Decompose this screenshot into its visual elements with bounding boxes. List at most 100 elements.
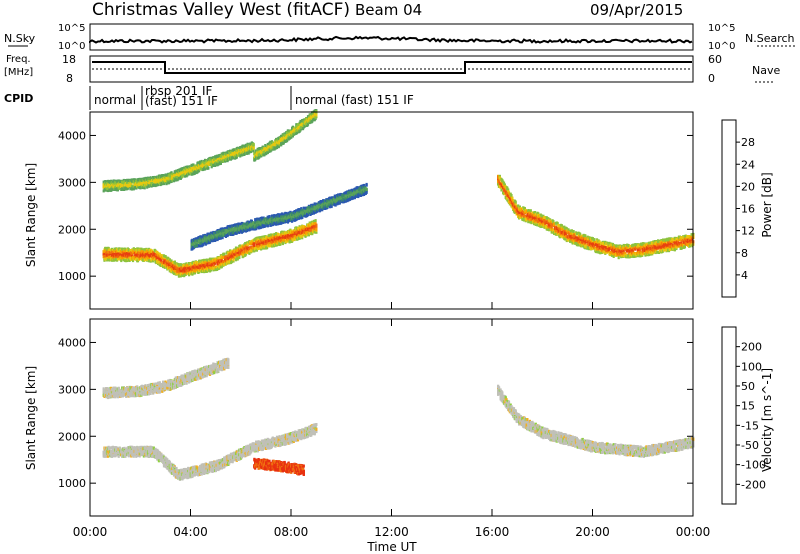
data-cell (273, 232, 276, 236)
data-cell (109, 250, 112, 254)
data-cell (298, 236, 301, 240)
data-cell (260, 242, 264, 246)
data-cell (109, 185, 112, 188)
data-cell (164, 255, 167, 258)
data-cell (159, 261, 162, 265)
data-cell (234, 253, 237, 257)
data-cell (211, 263, 214, 267)
data-cell (119, 253, 122, 257)
data-cell (232, 258, 235, 262)
data-cell (307, 233, 310, 237)
data-cell (170, 171, 173, 175)
data-cell (239, 244, 242, 248)
freq-label-line1: Freq. (6, 54, 31, 65)
data-cell (209, 268, 212, 272)
data-cell (138, 257, 141, 260)
data-cell (179, 274, 182, 278)
data-cell (266, 224, 269, 228)
data-cell (297, 230, 300, 234)
data-cell (203, 265, 207, 269)
data-cell (202, 163, 205, 167)
data-cell (268, 234, 271, 237)
freq-tick-bottom: 8 (66, 72, 73, 85)
data-cell (146, 185, 149, 189)
data-cell (179, 263, 182, 267)
data-cell (283, 238, 286, 242)
data-cell (126, 252, 129, 256)
data-cell (230, 260, 233, 264)
data-cell (124, 247, 127, 251)
cpid-row: CPID normal rbsp 201 IF (fast) 151 IF no… (4, 84, 414, 110)
data-cell (145, 253, 148, 256)
cpid-segment-fast: (fast) 151 IF (145, 94, 218, 108)
data-cell (143, 251, 146, 255)
nave-tick-bottom: 0 (708, 72, 715, 85)
data-cell (199, 265, 202, 269)
data-cell (161, 182, 164, 186)
data-cell (128, 184, 131, 188)
data-cell (196, 268, 199, 272)
data-cell (365, 187, 368, 191)
data-cell (252, 143, 255, 147)
data-cell (165, 182, 168, 186)
data-cell (147, 256, 150, 260)
data-cell (311, 232, 314, 236)
data-cell (173, 261, 176, 265)
data-cell (207, 166, 210, 170)
data-cell (206, 164, 209, 168)
data-cell (315, 223, 318, 227)
data-cell (365, 191, 368, 194)
data-cell (231, 254, 234, 258)
data-cell (150, 177, 153, 181)
data-cell (177, 176, 181, 180)
data-cell (257, 236, 260, 240)
data-cell (152, 259, 155, 263)
data-cell (240, 248, 243, 252)
data-cell (244, 242, 247, 245)
nave-tick-top: 60 (708, 53, 722, 66)
data-cell (314, 219, 317, 223)
nsky-panel: N.Sky 10^5 10^0 10^5 10^0 N.Search (4, 23, 795, 52)
data-cell (298, 226, 301, 230)
data-cell (175, 271, 178, 275)
data-cell (330, 205, 333, 209)
data-cell (165, 259, 168, 263)
data-cell (174, 173, 177, 177)
data-cell (274, 241, 277, 245)
data-cell (189, 267, 192, 271)
data-cell (122, 178, 125, 182)
data-cell (130, 182, 133, 186)
data-cell (246, 244, 249, 248)
data-cell (220, 265, 223, 269)
data-cell (141, 186, 145, 190)
nsearch-label: N.Search (745, 32, 795, 45)
freq-tick-top: 18 (62, 53, 76, 66)
data-cell (128, 259, 131, 262)
data-cell (190, 163, 193, 167)
data-cell (193, 271, 196, 275)
data-cell (275, 232, 278, 235)
data-cell (279, 242, 282, 246)
data-cell (248, 251, 251, 255)
cpid-segment-normal-fast: normal (fast) 151 IF (295, 93, 414, 107)
data-cell (157, 182, 160, 186)
data-cell (105, 250, 109, 254)
data-cell (301, 236, 304, 240)
freq-panel: Freq. [MHz] 18 8 60 0 Nave (4, 53, 780, 85)
data-cell (266, 241, 269, 245)
nsky-right-tick-bottom: 10^0 (708, 41, 735, 52)
data-cell (112, 249, 115, 253)
data-cell (113, 252, 116, 256)
data-cell (182, 272, 185, 275)
data-cell (102, 250, 105, 254)
data-cell (274, 237, 277, 241)
beam-label: Beam 04 (355, 1, 422, 19)
data-cell (271, 241, 274, 245)
data-cell (172, 267, 176, 270)
cpid-segment-normal: normal (94, 93, 136, 107)
data-cell (183, 169, 186, 173)
data-cell (103, 254, 106, 258)
data-cell (252, 146, 255, 150)
